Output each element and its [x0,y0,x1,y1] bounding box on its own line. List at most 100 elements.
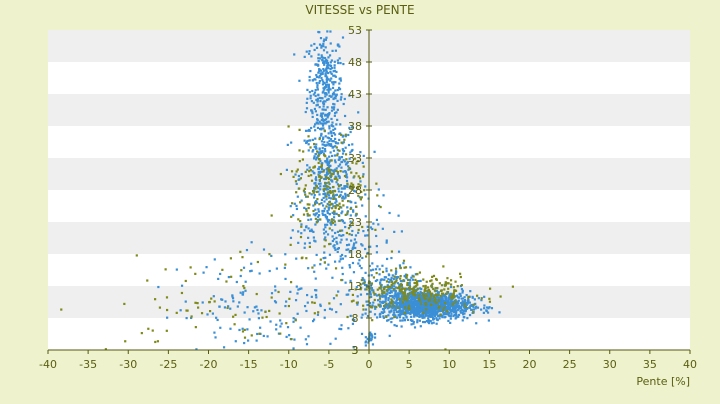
data-point [394,315,397,319]
data-point [348,157,351,160]
data-point [425,280,428,283]
data-point [423,304,426,307]
data-point [419,315,422,318]
data-point [317,167,320,171]
data-point [335,310,338,314]
data-point [408,294,411,297]
data-point [336,204,340,207]
data-point [327,97,330,101]
data-point [333,106,336,109]
data-point [426,290,429,294]
data-point [305,309,308,313]
data-point [239,291,242,294]
data-point [442,308,445,312]
data-point [284,263,287,266]
data-point [349,184,352,187]
data-point [300,287,303,290]
data-point [303,191,306,194]
data-point [436,318,439,322]
data-point [380,301,383,304]
data-point [311,266,314,269]
data-point [383,310,386,313]
data-point [423,316,426,319]
data-point [362,308,365,311]
data-point [310,179,314,182]
data-point [359,293,363,296]
data-point [428,309,432,312]
data-point [256,308,259,312]
data-point [311,115,314,119]
data-point [335,200,338,203]
data-point [433,317,436,320]
data-point [376,288,379,291]
data-point [399,319,402,322]
data-point [409,288,412,291]
data-point [330,220,333,223]
data-point [342,204,345,207]
data-point [404,273,407,276]
data-point [345,293,348,296]
y-tick-label: 38 [348,120,362,133]
data-point [258,332,261,335]
data-point [445,312,449,316]
data-point [394,272,397,275]
data-point [340,93,343,96]
x-tick-label: -40 [39,358,57,371]
data-point [326,115,329,118]
data-point [405,316,408,319]
data-point [390,269,393,272]
data-point [408,312,412,315]
data-point [393,297,396,300]
data-point [298,187,301,190]
data-point [328,182,331,186]
data-point [258,272,261,275]
data-point [333,220,336,223]
data-point [316,97,319,100]
data-point [455,300,459,304]
data-point [453,310,456,313]
data-point [333,238,336,241]
data-point [321,71,324,74]
data-point [328,203,331,207]
data-point [429,305,432,308]
data-point [321,146,324,150]
data-point [318,74,321,78]
data-point [328,127,331,130]
data-point [357,183,360,186]
data-point [322,81,326,85]
data-point [329,176,333,179]
data-point [190,316,193,320]
data-point [397,310,400,314]
data-point [312,149,315,152]
data-point [320,56,324,59]
data-point [331,154,334,158]
data-point [344,192,347,195]
data-point [391,274,394,277]
data-point [313,301,316,305]
data-point [324,95,327,98]
data-point [324,182,327,185]
y-tick-label: 13 [348,280,362,293]
data-point [255,305,258,308]
data-point [329,242,332,245]
data-point [412,290,415,294]
data-point [359,288,362,291]
data-point [332,149,336,152]
data-point [317,208,320,211]
data-point [410,291,413,294]
data-point [490,307,494,310]
data-point [313,107,316,111]
data-point [371,335,374,339]
data-point [317,122,320,125]
data-point [328,186,332,190]
data-point [330,179,334,182]
data-point [286,326,290,329]
data-point [324,176,328,179]
data-point [412,310,415,313]
data-point [418,271,422,274]
data-point [413,299,416,302]
data-point [363,281,366,285]
data-point [434,307,438,310]
data-point [457,313,461,317]
data-point [351,161,354,164]
